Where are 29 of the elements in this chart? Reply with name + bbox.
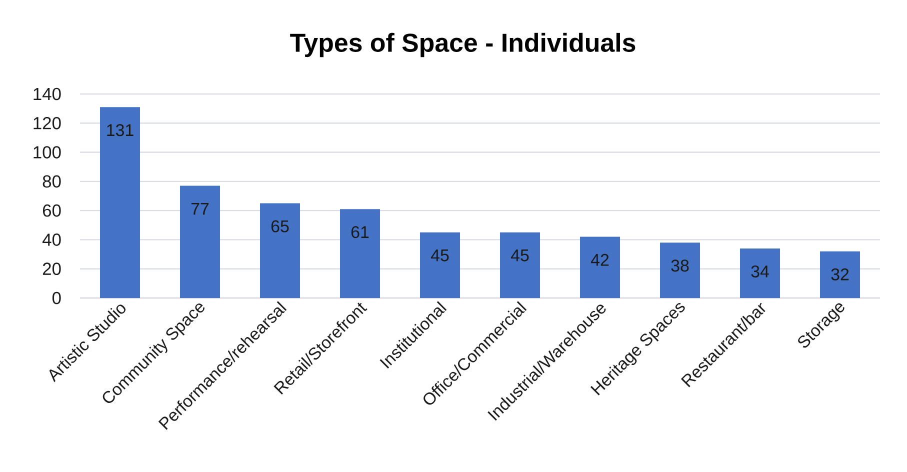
- bar: [500, 232, 540, 298]
- bar: [580, 236, 620, 298]
- data-label: 32: [831, 268, 849, 280]
- bar: [420, 232, 460, 298]
- chart-title: Types of Space - Individuals: [290, 32, 636, 58]
- data-label: 38: [671, 260, 689, 272]
- data-label: 131: [107, 124, 134, 136]
- bar: [100, 107, 140, 298]
- data-label: 45: [510, 250, 529, 262]
- bar: [180, 186, 220, 298]
- y-tick-label: 120: [34, 116, 61, 130]
- y-tick-label: 60: [42, 204, 61, 217]
- data-label: 65: [271, 220, 289, 232]
- data-label: 45: [430, 250, 449, 262]
- bar: [740, 248, 780, 298]
- bar: [660, 242, 700, 298]
- y-tick-label: 80: [42, 175, 61, 188]
- y-tick-label: 20: [42, 262, 61, 276]
- y-tick-label: 40: [42, 234, 61, 246]
- data-label: 77: [191, 202, 209, 215]
- bar: [340, 209, 380, 298]
- y-tick-label: 100: [34, 146, 61, 158]
- data-label: 61: [351, 226, 369, 238]
- y-tick-label: 0: [52, 292, 61, 304]
- data-label: 34: [751, 265, 769, 278]
- y-tick-label: 140: [34, 88, 61, 100]
- bar: [820, 251, 860, 298]
- data-label: 42: [590, 254, 609, 266]
- bar: [260, 203, 300, 298]
